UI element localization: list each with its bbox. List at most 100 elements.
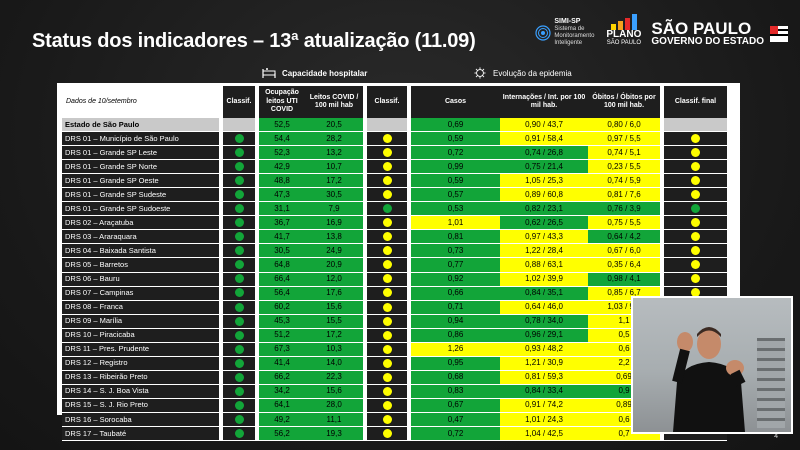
classif-final bbox=[664, 146, 727, 161]
obitos-value: 0,64 / 4,2 bbox=[588, 230, 660, 245]
classif-hospital bbox=[223, 174, 255, 189]
internacoes-value: 0,88 / 63,1 bbox=[500, 258, 588, 273]
uti-occupancy: 49,2 bbox=[259, 412, 305, 428]
leitos-per-100k: 10,3 bbox=[305, 342, 363, 357]
table-row: DRS 01 – Grande SP Leste 52,3 13,2 0,72 0,74… bbox=[62, 146, 727, 161]
table-row: DRS 01 – Grande SP Sudeste 47,3 30,5 0,57 0,… bbox=[62, 188, 727, 203]
status-dot bbox=[382, 274, 392, 284]
slide-title: Status dos indicadores – 13ª atualização… bbox=[32, 30, 476, 52]
leitos-per-100k: 7,9 bbox=[305, 202, 363, 217]
obitos-value: 0,81 / 7,6 bbox=[588, 188, 660, 203]
table-row: DRS 08 – Franca 60,2 15,6 0,71 0,64 / 46,0 1,… bbox=[62, 300, 727, 315]
uti-occupancy: 34,2 bbox=[259, 384, 305, 399]
classif-hospital bbox=[223, 216, 255, 231]
classif-hospital bbox=[223, 160, 255, 175]
status-dot bbox=[691, 274, 700, 284]
status-dot bbox=[691, 246, 700, 256]
table-row: DRS 06 – Bauru 66,4 12,0 0,92 1,02 / 39,9 0,9… bbox=[62, 272, 727, 287]
status-dot bbox=[234, 133, 244, 143]
casos-value: 0,71 bbox=[411, 300, 500, 315]
leitos-per-100k: 13,8 bbox=[305, 230, 363, 245]
internacoes-value: 0,97 / 43,3 bbox=[500, 230, 588, 245]
status-dot bbox=[234, 330, 244, 340]
table-row: DRS 01 – Grande SP Oeste 48,8 17,2 0,59 1,05… bbox=[62, 174, 727, 189]
status-dot bbox=[382, 386, 392, 396]
internacoes-value: 0,84 / 33,4 bbox=[500, 384, 588, 399]
region-name: Estado de São Paulo bbox=[62, 118, 219, 133]
section-epidemia-label: Evolução da epidemia bbox=[493, 68, 572, 78]
uti-occupancy: 60,2 bbox=[259, 300, 305, 315]
internacoes-value: 1,02 / 39,9 bbox=[500, 272, 588, 287]
status-dot bbox=[691, 288, 700, 298]
table-row: DRS 03 – Araraquara 41,7 13,8 0,81 0,97 / 43… bbox=[62, 230, 727, 245]
classif-final bbox=[664, 118, 727, 133]
virus-icon bbox=[474, 67, 486, 79]
status-dot bbox=[382, 246, 392, 256]
interpreter-figure bbox=[672, 327, 746, 432]
governo-sp-logo: SÃO PAULO GOVERNO DO ESTADO bbox=[651, 20, 790, 47]
table-row-state: Estado de São Paulo 52,5 20,5 0,69 0,90 / 43… bbox=[62, 118, 727, 133]
leitos-per-100k: 19,3 bbox=[305, 427, 363, 442]
status-dot bbox=[234, 176, 244, 186]
classif-epidemia bbox=[367, 272, 407, 287]
status-dot bbox=[382, 218, 392, 228]
uti-occupancy: 42,9 bbox=[259, 160, 305, 175]
casos-value: 0,77 bbox=[411, 258, 500, 273]
obitos-value: 0,67 / 6,0 bbox=[588, 244, 660, 259]
status-dot bbox=[234, 204, 244, 214]
casos-value: 0,94 bbox=[411, 314, 500, 329]
obitos-value: 0,75 / 5,5 bbox=[588, 216, 660, 231]
section-hospital-label: Capacidade hospitalar bbox=[282, 68, 368, 78]
classif-hospital bbox=[223, 314, 255, 329]
classif-epidemia bbox=[367, 230, 407, 245]
region-name: DRS 01 – Grande SP Norte bbox=[62, 160, 219, 175]
classif-hospital bbox=[223, 342, 255, 357]
status-dot bbox=[234, 288, 244, 298]
region-name: DRS 10 – Piracicaba bbox=[62, 328, 219, 343]
status-dot bbox=[234, 246, 244, 256]
bars-icon bbox=[610, 14, 637, 30]
region-name: DRS 12 – Registro bbox=[62, 356, 219, 371]
obitos-value: 0,76 / 3,9 bbox=[588, 202, 660, 217]
uti-occupancy: 41,7 bbox=[259, 230, 305, 245]
status-dot bbox=[382, 428, 392, 438]
uti-occupancy: 64,8 bbox=[259, 258, 305, 273]
casos-value: 0,66 bbox=[411, 286, 500, 301]
region-name: DRS 01 – Grande SP Leste bbox=[62, 146, 219, 161]
classif-epidemia bbox=[367, 174, 407, 189]
uti-occupancy: 64,1 bbox=[259, 398, 305, 413]
classif-epidemia bbox=[367, 132, 407, 147]
status-dot bbox=[234, 260, 244, 270]
region-name: DRS 03 – Araraquara bbox=[62, 230, 219, 245]
casos-value: 0,47 bbox=[411, 412, 500, 428]
table-row: DRS 01 – Grande SP Norte 42,9 10,7 0,99 0,75… bbox=[62, 160, 727, 175]
obitos-value: 0,97 / 5,5 bbox=[588, 132, 660, 147]
region-name: DRS 14 – S. J. Boa Vista bbox=[62, 384, 219, 399]
header-classif2: Classif. bbox=[367, 86, 407, 118]
internacoes-value: 0,93 / 48,2 bbox=[500, 342, 588, 357]
obitos-value: 0,98 / 4,1 bbox=[588, 272, 660, 287]
leitos-per-100k: 20,9 bbox=[305, 258, 363, 273]
status-dot bbox=[234, 372, 244, 382]
classif-epidemia bbox=[367, 202, 407, 217]
status-dot bbox=[691, 218, 700, 228]
header-date: Dados de 10/setembro bbox=[66, 97, 137, 105]
status-dot bbox=[234, 232, 244, 242]
leitos-per-100k: 22,3 bbox=[305, 370, 363, 385]
classif-epidemia bbox=[367, 118, 407, 133]
region-name: DRS 06 – Bauru bbox=[62, 272, 219, 287]
classif-final bbox=[664, 132, 727, 147]
casos-value: 0,69 bbox=[411, 118, 500, 133]
status-dot bbox=[382, 148, 392, 157]
classif-epidemia bbox=[367, 342, 407, 357]
uti-occupancy: 31,1 bbox=[259, 202, 305, 217]
region-name: DRS 13 – Ribeirão Preto bbox=[62, 370, 219, 385]
table-row: DRS 05 – Barretos 64,8 20,9 0,77 0,88 / 63,1… bbox=[62, 258, 727, 273]
status-dot bbox=[382, 288, 392, 298]
status-dot bbox=[382, 162, 392, 172]
header-classif1: Classif. bbox=[223, 86, 255, 118]
leitos-per-100k: 20,5 bbox=[305, 118, 363, 133]
status-dot bbox=[234, 162, 244, 172]
leitos-per-100k: 11,1 bbox=[305, 412, 363, 428]
uti-occupancy: 51,2 bbox=[259, 328, 305, 343]
